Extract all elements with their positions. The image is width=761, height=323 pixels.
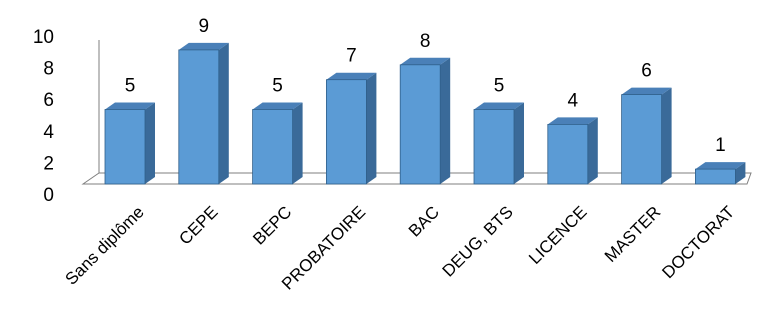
- bar-front: [547, 124, 589, 185]
- data-labels: 5 9 5 7 8 5 4 6 1: [125, 16, 726, 156]
- bar-top: [105, 102, 155, 110]
- bar-front: [178, 49, 220, 185]
- bar-front: [621, 94, 662, 185]
- bar-side: [440, 57, 451, 184]
- x-tick-label: LICENCE: [525, 202, 591, 268]
- bar-top: [474, 102, 524, 110]
- x-tick-label: BAC: [405, 202, 443, 240]
- data-label: 4: [568, 90, 579, 111]
- y-tick-label: 4: [43, 122, 54, 143]
- bar-side: [735, 162, 746, 184]
- bar-front: [104, 109, 146, 185]
- bar: [104, 102, 155, 185]
- bar-top: [400, 57, 451, 65]
- y-axis-ticks: 0 2 4 6 8 10: [33, 27, 55, 206]
- bar-front: [695, 168, 736, 185]
- bar: [325, 72, 377, 185]
- bar-side: [587, 117, 598, 184]
- y-tick-label: 8: [43, 59, 54, 80]
- bar-top: [621, 87, 672, 95]
- bar-side: [661, 87, 672, 184]
- data-label: 5: [494, 76, 505, 97]
- data-label: 5: [125, 76, 136, 97]
- bar-top: [178, 42, 229, 50]
- y-tick-label: 10: [33, 27, 54, 48]
- bar-side: [514, 102, 524, 184]
- bar: [695, 162, 746, 185]
- bar: [178, 42, 229, 185]
- bar: [399, 57, 451, 185]
- bar-top: [252, 102, 303, 110]
- bar-side: [366, 72, 377, 184]
- bar-front: [325, 79, 367, 185]
- y-tick-label: 0: [43, 185, 54, 206]
- x-tick-label: MASTER: [601, 202, 665, 266]
- bar-side: [218, 42, 229, 185]
- bar-top: [547, 117, 598, 125]
- x-tick-label: DOCTORAT: [658, 202, 738, 282]
- data-label: 8: [420, 31, 431, 52]
- bar-top: [695, 162, 746, 170]
- bar: [252, 102, 303, 185]
- bar-front: [252, 109, 294, 185]
- data-label: 6: [641, 61, 652, 82]
- bar: [473, 102, 524, 185]
- x-tick-label: CEPE: [175, 202, 221, 248]
- data-label: 5: [272, 76, 283, 97]
- bar-front: [473, 109, 515, 185]
- data-label: 9: [199, 16, 210, 37]
- bar-front: [399, 64, 441, 185]
- bar: [621, 87, 672, 185]
- bar-side: [145, 102, 155, 184]
- bar-top: [326, 72, 377, 80]
- data-label: 1: [715, 135, 726, 156]
- x-tick-label: BEPC: [249, 202, 295, 248]
- y-tick-label: 2: [43, 153, 54, 174]
- bar-side: [292, 102, 303, 184]
- x-tick-label: Sans diplôme: [62, 202, 148, 288]
- x-tick-label: DEUG, BTS: [439, 202, 517, 280]
- data-label: 7: [346, 46, 357, 67]
- bars: [104, 42, 746, 185]
- bar: [547, 117, 598, 185]
- y-tick-label: 6: [43, 90, 54, 111]
